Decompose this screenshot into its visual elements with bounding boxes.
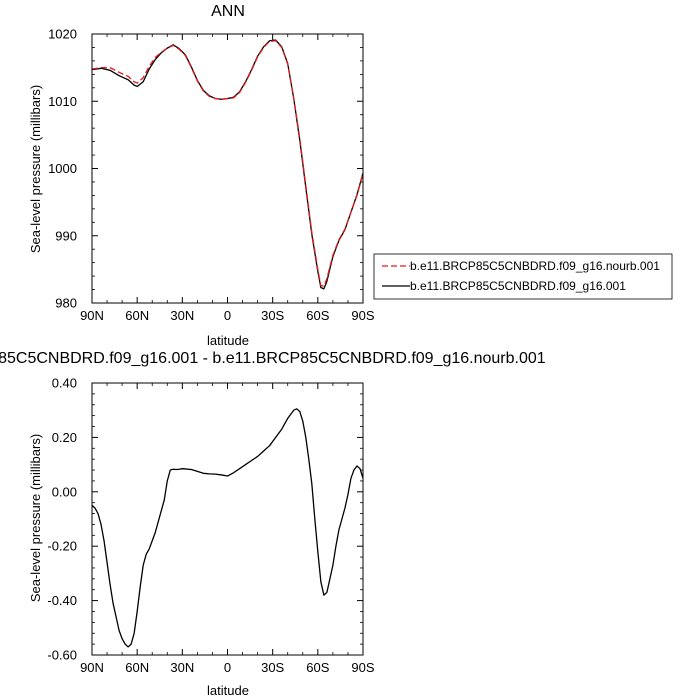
series-line-1 bbox=[91, 40, 364, 287]
y-tick-label: 1000 bbox=[48, 161, 77, 176]
chart-title: ANN bbox=[211, 3, 245, 20]
series-lines bbox=[91, 408, 364, 648]
legend: b.e11.BRCP85C5CNBDRD.f09_g16.nourb.001 b… bbox=[373, 253, 673, 300]
x-tick-label: 0 bbox=[224, 308, 231, 323]
y-tick-label: -0.40 bbox=[47, 593, 77, 608]
legend-label-series-1: b.e11.BRCP85C5CNBDRD.f09_g16.nourb.001 bbox=[410, 259, 660, 273]
y-tick-label: 980 bbox=[55, 296, 77, 311]
x-tick-label: 90S bbox=[351, 660, 374, 675]
y-tick-label: -0.20 bbox=[47, 539, 77, 554]
y-tick-label: 1020 bbox=[48, 27, 77, 42]
x-tick-label: 60S bbox=[306, 660, 329, 675]
legend-box bbox=[373, 253, 673, 300]
series-line-2 bbox=[91, 39, 364, 290]
y-tick-label: 0.40 bbox=[52, 376, 77, 391]
x-tick-label: 90N bbox=[80, 308, 104, 323]
series-line-1 bbox=[91, 408, 364, 648]
x-tick-label: 60S bbox=[306, 308, 329, 323]
y-tick-label: 0.20 bbox=[52, 430, 77, 445]
axis-ticks: 90N 60N 30N 0 30S 60S 90S 980 990 1000 1010 1020 bbox=[48, 27, 375, 324]
panel-bottom: b.e11.BRCP85C5CNBDRD.f09_g16.001 - b.e11… bbox=[0, 350, 546, 698]
x-tick-label: 30N bbox=[170, 308, 194, 323]
axis-ticks: 90N 60N 30N 0 30S 60S 90S -0.60 -0.40 -0.20 0.00 0.… bbox=[47, 376, 375, 676]
series-lines bbox=[91, 39, 364, 290]
y-tick-label: 0.00 bbox=[52, 484, 77, 499]
x-tick-label: 0 bbox=[224, 660, 231, 675]
x-axis-label: latitude bbox=[207, 683, 249, 698]
y-axis-label: Sea-level pressure (millibars) bbox=[28, 85, 43, 253]
x-tick-label: 60N bbox=[125, 308, 149, 323]
x-tick-label: 90N bbox=[80, 660, 104, 675]
y-tick-label: 1010 bbox=[48, 94, 77, 109]
panel-top: ANN latitude Sea-level pressure (milliba… bbox=[28, 3, 673, 348]
plot-frame bbox=[91, 33, 364, 304]
chart-title: b.e11.BRCP85C5CNBDRD.f09_g16.001 - b.e11… bbox=[0, 350, 546, 367]
plot-frame bbox=[91, 382, 364, 656]
y-tick-label: 990 bbox=[55, 228, 77, 243]
y-tick-label: -0.60 bbox=[47, 648, 77, 663]
x-tick-label: 30S bbox=[261, 660, 284, 675]
x-tick-label: 60N bbox=[125, 660, 149, 675]
legend-label-series-2: b.e11.BRCP85C5CNBDRD.f09_g16.001 bbox=[410, 279, 626, 293]
y-axis-label: Sea-level pressure (millibars) bbox=[28, 434, 43, 602]
x-tick-label: 90S bbox=[351, 308, 374, 323]
x-tick-label: 30S bbox=[261, 308, 284, 323]
x-tick-label: 30N bbox=[170, 660, 194, 675]
x-axis-label: latitude bbox=[207, 333, 249, 348]
